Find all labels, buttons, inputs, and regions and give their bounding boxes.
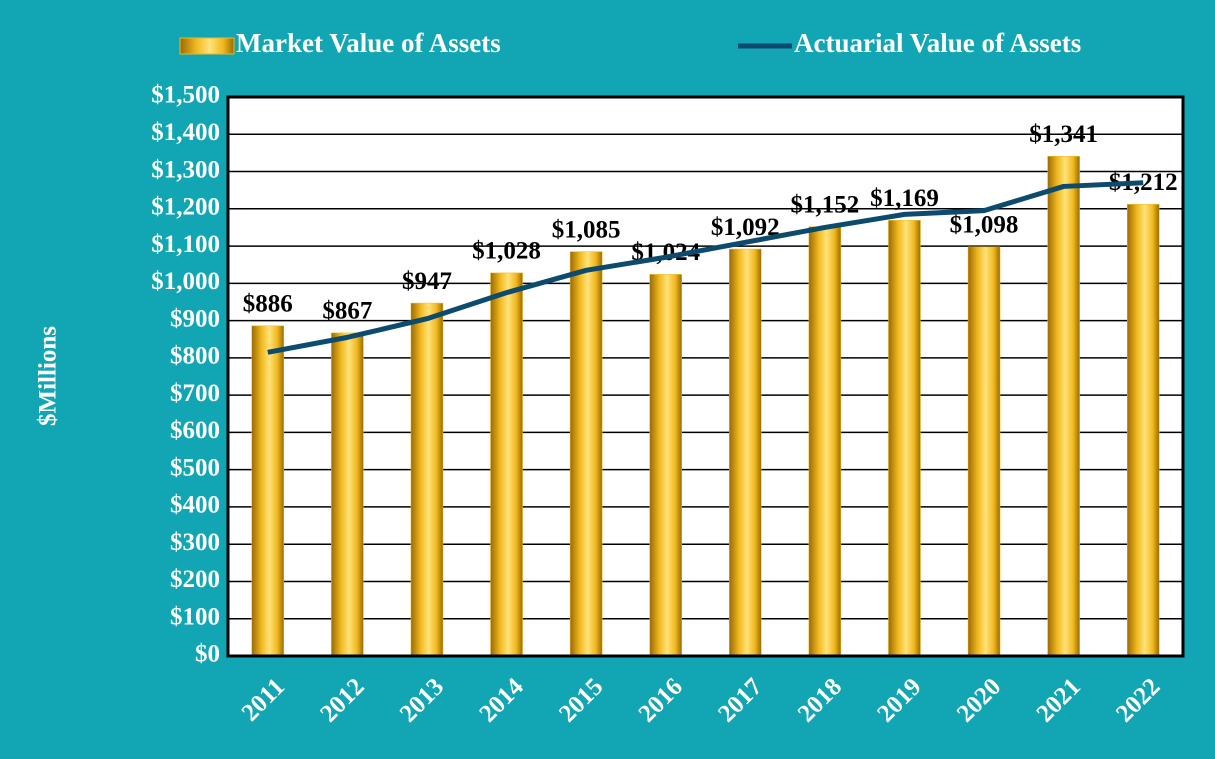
bar xyxy=(649,274,682,657)
bar xyxy=(729,248,762,657)
x-tick-label: 2012 xyxy=(315,673,369,727)
x-tick-label: 2013 xyxy=(395,673,449,727)
legend-label: Market Value of Assets xyxy=(236,28,501,58)
x-tick-label: 2022 xyxy=(1111,673,1165,727)
x-tick-label: 2018 xyxy=(793,673,847,727)
data-label: $886 xyxy=(243,291,293,318)
x-tick-label: 2017 xyxy=(713,673,767,727)
plot-border xyxy=(226,95,1185,658)
y-tick-label: $400 xyxy=(170,492,220,519)
y-tick-label: $1,300 xyxy=(151,156,220,183)
y-tick-label: $800 xyxy=(170,343,220,370)
bar xyxy=(569,251,603,657)
data-label: $1,169 xyxy=(870,185,939,212)
y-tick-label: $1,400 xyxy=(151,119,220,146)
y-tick-label: $1,500 xyxy=(151,82,220,109)
legend-swatch xyxy=(179,37,235,55)
y-tick-label: $200 xyxy=(170,566,220,593)
data-label: $1,028 xyxy=(472,238,541,265)
y-axis-label: $Millions xyxy=(35,326,62,426)
bar xyxy=(251,325,285,657)
line xyxy=(267,180,1144,355)
data-label: $867 xyxy=(322,298,372,325)
bar xyxy=(490,272,523,657)
y-tick-label: $1,000 xyxy=(151,268,220,295)
bar xyxy=(888,220,921,657)
legend-label: Actuarial Value of Assets xyxy=(794,28,1081,58)
y-tick-label: $1,100 xyxy=(151,231,220,258)
bar xyxy=(967,246,1001,657)
y-tick-label: $100 xyxy=(170,603,220,630)
bar xyxy=(1047,156,1080,657)
data-label: $1,098 xyxy=(950,212,1019,239)
bar xyxy=(1126,204,1160,657)
bar xyxy=(808,226,842,657)
data-label: $1,085 xyxy=(552,216,621,243)
data-label: $947 xyxy=(402,268,452,295)
plot-area xyxy=(228,97,1183,656)
bar xyxy=(410,302,444,657)
y-tick-label: $600 xyxy=(170,417,220,444)
y-tick-label: $0 xyxy=(195,641,220,668)
bar xyxy=(331,332,364,657)
y-tick-label: $900 xyxy=(170,305,220,332)
data-label: $1,152 xyxy=(791,191,860,218)
y-tick-label: $300 xyxy=(170,529,220,556)
data-label: $1,341 xyxy=(1029,121,1098,148)
x-tick-label: 2015 xyxy=(554,673,608,727)
x-tick-label: 2014 xyxy=(474,673,529,728)
x-tick-label: 2019 xyxy=(872,673,926,727)
x-tick-label: 2021 xyxy=(1031,673,1085,727)
x-tick-label: 2016 xyxy=(634,673,688,727)
y-tick-label: $1,200 xyxy=(151,194,220,221)
y-tick-label: $500 xyxy=(170,454,220,481)
x-tick-label: 2020 xyxy=(952,673,1006,727)
y-tick-label: $700 xyxy=(170,380,220,407)
x-tick-label: 2011 xyxy=(237,673,290,726)
